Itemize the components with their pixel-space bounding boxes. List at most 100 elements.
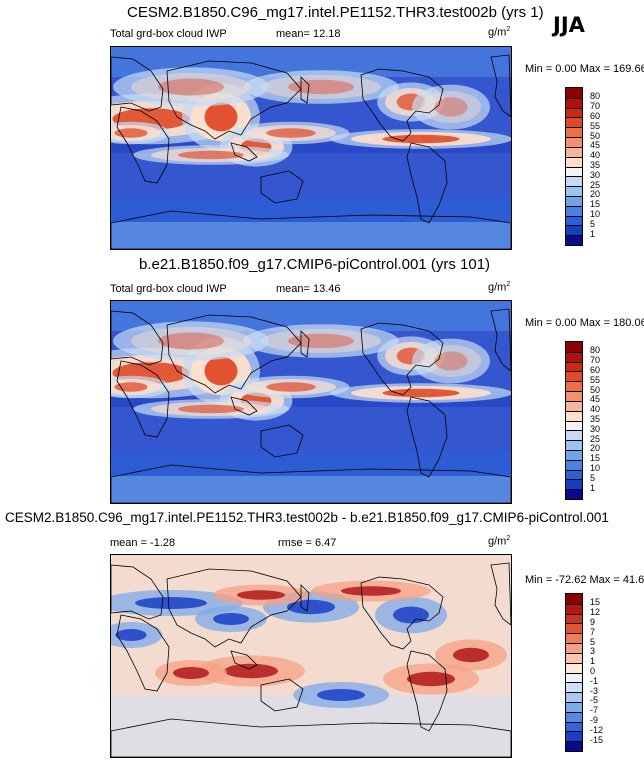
colorbar-tick-label: -9 bbox=[590, 715, 599, 726]
colorbar-swatch bbox=[566, 603, 582, 614]
colorbar-swatch bbox=[566, 440, 582, 450]
coastline bbox=[230, 396, 258, 416]
colorbar-swatch bbox=[566, 479, 582, 490]
colorbar-tick-label: 80 bbox=[590, 345, 601, 356]
coastline bbox=[300, 330, 310, 358]
panel3-units: g/m2 bbox=[488, 535, 511, 548]
colorbar-tick-label: 60 bbox=[590, 110, 601, 121]
panel1-colorbar-ticks: 80 70 60 55 50 45 40 35 30 25 20 15 10 5 1 bbox=[590, 87, 620, 244]
colorbar-tick-label: 70 bbox=[590, 101, 601, 112]
coastline bbox=[111, 718, 511, 757]
map-field-blob bbox=[288, 79, 354, 95]
colorbar-tick-label: 5 bbox=[590, 636, 596, 647]
colorbar-tick-label: 50 bbox=[590, 384, 601, 395]
colorbar-tick-label: 1 bbox=[590, 482, 596, 493]
colorbar-tick-label: 15 bbox=[590, 453, 601, 464]
colorbar-swatch bbox=[566, 391, 582, 401]
coastline bbox=[406, 142, 448, 224]
colorbar-swatch bbox=[566, 117, 582, 128]
colorbar-swatch bbox=[566, 731, 582, 742]
coastline bbox=[260, 678, 304, 712]
colorbar-tick-label: 60 bbox=[590, 364, 601, 375]
colorbar-tick-label: 20 bbox=[590, 189, 601, 200]
map-field-blob bbox=[135, 597, 207, 609]
panel3-minmax: Min = -72.62 Max = 41.61 bbox=[525, 574, 644, 586]
map-band bbox=[111, 222, 511, 249]
map-field-blob bbox=[131, 327, 251, 355]
panel2-units: g/m2 bbox=[488, 281, 511, 294]
panel1-map bbox=[110, 46, 512, 250]
colorbar-tick-label: 50 bbox=[590, 130, 601, 141]
colorbar-tick-label: 1 bbox=[590, 228, 596, 239]
colorbar-swatch bbox=[566, 594, 582, 604]
colorbar-tick-label: 0 bbox=[590, 666, 596, 676]
colorbar-swatch bbox=[566, 662, 582, 673]
colorbar-tick-label: 15 bbox=[590, 597, 601, 608]
panel2-mean: mean= 13.46 bbox=[276, 283, 341, 295]
colorbar-swatch bbox=[566, 711, 582, 722]
panel1-mean: mean= 12.18 bbox=[276, 28, 341, 40]
colorbar-swatch bbox=[566, 127, 582, 138]
colorbar-tick-label: 35 bbox=[590, 414, 601, 424]
colorbar-swatch bbox=[566, 342, 582, 352]
colorbar-swatch bbox=[566, 643, 582, 653]
map-field-blob bbox=[113, 67, 269, 107]
colorbar-tick-label: 55 bbox=[590, 120, 601, 131]
colorbar-swatch bbox=[566, 672, 582, 683]
map-field-blob bbox=[421, 91, 481, 123]
coastline bbox=[166, 60, 302, 140]
colorbar-swatch bbox=[566, 215, 582, 226]
coastline bbox=[166, 314, 302, 394]
colorbar-tick-label: 12 bbox=[590, 607, 601, 618]
coastline bbox=[260, 424, 304, 458]
coastline bbox=[260, 170, 304, 204]
panel2-minmax: Min = 0.00 Max = 180.06 bbox=[525, 317, 644, 329]
map-field-blob bbox=[434, 351, 468, 371]
colorbar-swatch bbox=[566, 721, 582, 732]
map-field-blob bbox=[341, 586, 401, 596]
colorbar-swatch bbox=[566, 107, 582, 118]
panel2-colorbar-ticks: 80 70 60 55 50 45 40 35 30 25 20 15 10 5 1 bbox=[590, 341, 620, 498]
map-field-blob bbox=[131, 73, 251, 101]
panel3-rmse: rmse = 6.47 bbox=[278, 537, 337, 549]
coastline bbox=[116, 106, 170, 184]
coastline bbox=[111, 564, 164, 620]
panel3-title: CESM2.B1850.C96_mg17.intel.PE1152.THR3.t… bbox=[5, 510, 609, 525]
coastline bbox=[490, 308, 511, 372]
colorbar-swatch bbox=[566, 137, 582, 147]
colorbar-swatch bbox=[566, 613, 582, 624]
colorbar-tick-label: 35 bbox=[590, 160, 601, 170]
coastline bbox=[111, 310, 164, 366]
colorbar-swatch bbox=[566, 371, 582, 382]
colorbar-swatch bbox=[566, 682, 582, 693]
map-band bbox=[111, 476, 511, 503]
map-field-blob bbox=[261, 75, 381, 99]
map-field-blob bbox=[204, 102, 238, 132]
map-field-blob bbox=[114, 382, 148, 392]
panel2-map bbox=[110, 300, 512, 504]
colorbar-swatch bbox=[566, 195, 582, 206]
colorbar-tick-label: 40 bbox=[590, 150, 601, 161]
panel3-colorbar-ticks: 15 12 9 7 5 3 1 0 -1 -3 -5 -7 -9 -12 -15 bbox=[590, 593, 620, 750]
colorbar-swatch bbox=[566, 225, 582, 236]
map-field-blob bbox=[237, 590, 285, 600]
colorbar-tick-label: 5 bbox=[590, 218, 596, 229]
colorbar-swatch bbox=[566, 351, 582, 362]
coastline bbox=[406, 396, 448, 478]
colorbar-tick-label: 30 bbox=[590, 423, 601, 434]
panel3-mean: mean = -1.28 bbox=[110, 537, 176, 549]
colorbar-tick-label: 5 bbox=[590, 472, 596, 483]
map-field-blob bbox=[266, 128, 316, 138]
map-field-blob bbox=[224, 663, 278, 679]
colorbar-swatch bbox=[566, 186, 582, 196]
map-field-blob bbox=[288, 333, 354, 349]
colorbar-tick-label: 70 bbox=[590, 355, 601, 366]
colorbar-swatch bbox=[566, 459, 582, 470]
colorbar-swatch bbox=[566, 235, 582, 245]
colorbar-swatch bbox=[566, 166, 582, 177]
coastline bbox=[111, 210, 511, 249]
coastline bbox=[230, 650, 258, 670]
colorbar-swatch bbox=[566, 176, 582, 187]
panel3-map bbox=[110, 554, 512, 758]
colorbar-tick-label: 45 bbox=[590, 140, 601, 151]
